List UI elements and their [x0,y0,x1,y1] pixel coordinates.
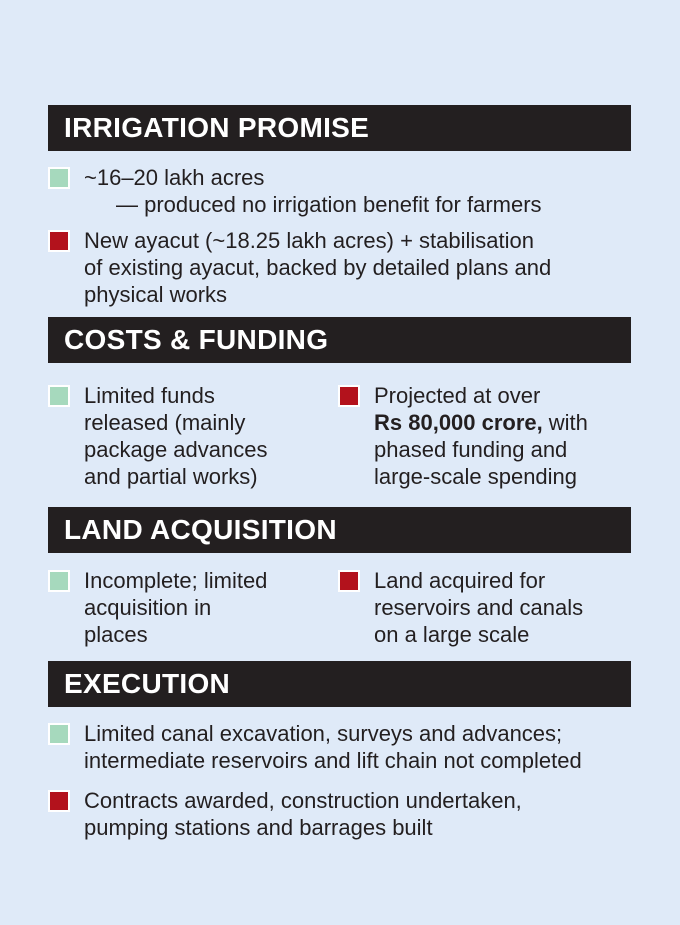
text-line: on a large scale [374,622,530,647]
text-line: Contracts awarded, construction undertak… [84,788,522,813]
text-line: of existing ayacut, backed by detailed p… [84,255,552,280]
bullet-text: New ayacut (~18.25 lakh acres) + stabili… [84,227,551,308]
text-line: physical works [84,282,228,307]
text-line: ~16–20 lakh acres [84,165,265,190]
bullet-text: Projected at over Rs 80,000 crore, with pha… [374,382,588,490]
text-line: Limited canal excavation, surveys and ad… [84,721,563,746]
bullet-square [48,167,70,189]
bullet-text: Limited funds released (mainly package adv… [84,382,267,490]
bullet-text: Limited canal excavation, surveys and ad… [84,720,582,774]
text-line: places [84,622,148,647]
bullet-square [48,230,70,252]
section-header: EXECUTION [48,661,631,707]
bullet-text: Incomplete; limited acquisition in places [84,567,267,648]
text-line: intermediate reservoirs and lift chain n… [84,748,582,773]
text: with [548,410,588,435]
text-line: New ayacut (~18.25 lakh acres) + stabili… [84,228,535,253]
bullet-square [338,385,360,407]
bullet-square [48,723,70,745]
bullet-text: ~16–20 lakh acres — produced no irrigatio… [84,164,542,218]
section-header: COSTS & FUNDING [48,317,631,363]
bullet-square [48,385,70,407]
text-line: Rs 80,000 crore, with [374,409,588,436]
section-header: IRRIGATION PROMISE [48,105,631,151]
text-line: package advances [84,437,268,462]
bullet-text: Land acquired for reservoirs and canals on… [374,567,583,648]
bullet-text: Contracts awarded, construction undertak… [84,787,522,841]
bold-text: Rs 80,000 crore, [374,410,543,435]
text-line: released (mainly [84,410,246,435]
text-line: phased funding and [374,437,568,462]
text-line: Limited funds [84,383,215,408]
text-line: and partial works) [84,464,258,489]
text-line: reservoirs and canals [374,595,584,620]
text-line: large-scale spending [374,464,578,489]
text-line: Projected at over [374,383,541,408]
text-line: Land acquired for [374,568,546,593]
text-line: — produced no irrigation benefit for far… [116,192,542,217]
bullet-square [48,790,70,812]
section-header: LAND ACQUISITION [48,507,631,553]
bullet-square [338,570,360,592]
text-line: Incomplete; limited [84,568,268,593]
bullet-square [48,570,70,592]
text-line: acquisition in [84,595,212,620]
text-line: pumping stations and barrages built [84,815,433,840]
